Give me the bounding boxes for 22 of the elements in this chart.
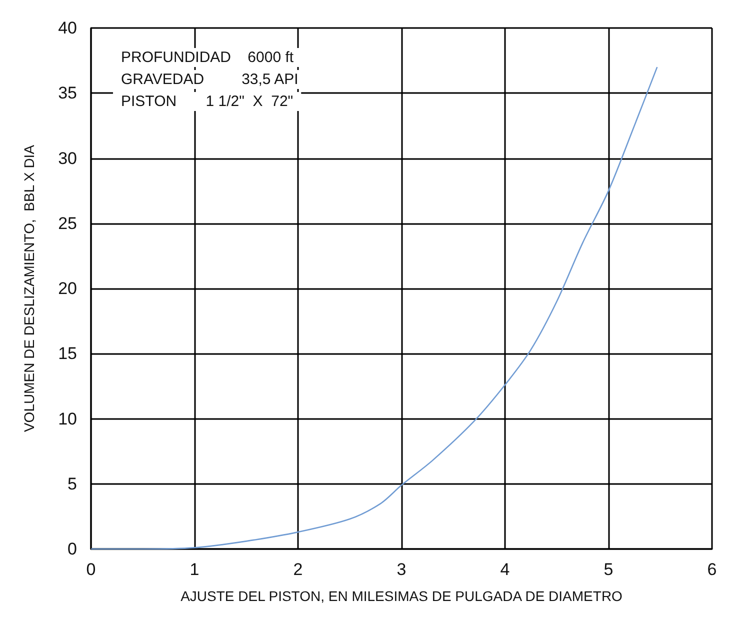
x-tick-label: 4 (500, 560, 510, 579)
y-tick-label: 10 (58, 409, 77, 428)
annotation: GRAVEDAD 33,5 API (121, 71, 298, 88)
x-tick-label: 1 (190, 560, 200, 579)
y-tick-label: 30 (58, 148, 77, 168)
x-tick-label: 6 (707, 560, 717, 579)
x-tick-label: 5 (604, 560, 614, 579)
y-tick-label: 5 (68, 474, 77, 494)
x-tick-label: 2 (293, 560, 303, 579)
x-tick-label: 0 (86, 560, 96, 579)
y-axis-title: VOLUMEN DE DESLIZAMIENTO, BBL X DIA (21, 144, 37, 432)
annotation: PISTON 1 1/2" X 72" (121, 93, 294, 110)
y-tick-label: 20 (58, 279, 77, 298)
x-tick-label: 3 (396, 560, 406, 579)
line-series (90, 66, 658, 550)
y-tick-label: 0 (68, 540, 77, 558)
annotation: PROFUNDIDAD 6000 ft (121, 49, 294, 66)
y-tick-label: 40 (58, 18, 77, 38)
x-axis-title: AJUSTE DEL PISTON, EN MILESIMAS DE PULGADA DE DIAMETRO (180, 588, 623, 604)
y-tick-label: 35 (58, 84, 77, 103)
y-tick-label: 25 (58, 214, 77, 233)
y-tick-label: 15 (58, 344, 77, 364)
